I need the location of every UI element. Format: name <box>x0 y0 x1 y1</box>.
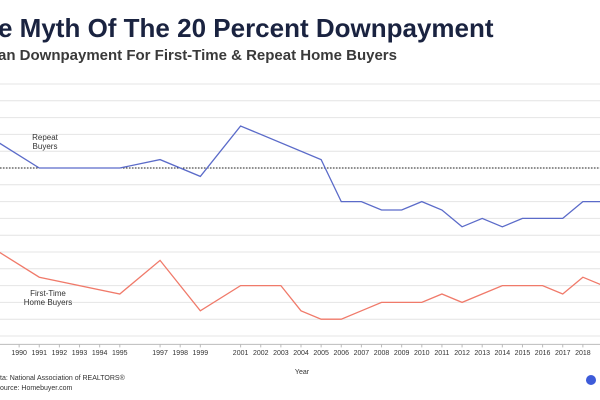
logo <box>586 375 596 385</box>
chart-title: e Myth Of The 20 Percent Downpayment <box>0 13 494 43</box>
x-tick-label: 2001 <box>233 350 249 357</box>
x-tick-label: 2014 <box>495 350 511 357</box>
x-tick-label: 2003 <box>273 350 289 357</box>
x-tick-label: 2011 <box>434 350 449 357</box>
source: ta: National Association of REALTORS® <box>0 374 126 382</box>
x-tick-label: 1998 <box>172 350 188 357</box>
x-tick-label: 2013 <box>474 350 490 357</box>
x-tick-label: 1992 <box>52 350 68 357</box>
series-line <box>0 125 600 228</box>
source: ource: Homebuyer.com <box>0 385 73 392</box>
x-tick-label: 2010 <box>414 350 430 357</box>
x-tick-label: 2007 <box>354 350 370 357</box>
x-tick-label: 2008 <box>374 350 390 357</box>
x-tick-label: 1995 <box>112 350 128 357</box>
x-tick-label: 2012 <box>454 350 470 357</box>
series-label: Buyers <box>33 142 58 151</box>
x-tick-label: 2006 <box>333 350 349 357</box>
x-tick-label: 1991 <box>31 350 47 357</box>
series-label: Repeat <box>32 133 59 142</box>
x-tick-label: 2004 <box>293 350 309 357</box>
x-tick-label: 2018 <box>575 350 591 357</box>
x-tick-label: 2015 <box>515 350 531 357</box>
x-tick-label: 1990 <box>11 350 27 357</box>
series-line <box>0 251 600 320</box>
x-tick-label: 1997 <box>152 350 168 357</box>
x-tick-label: 2016 <box>535 350 551 357</box>
chart-subtitle: an Downpayment For First-Time & Repeat H… <box>0 47 397 64</box>
x-tick-label: 2017 <box>555 350 571 357</box>
x-axis-label: Year <box>295 369 310 376</box>
series-label: First-Time <box>30 289 66 298</box>
x-tick-label: 1999 <box>193 350 209 357</box>
series-label: Home Buyers <box>24 298 72 307</box>
x-tick-label: 1993 <box>72 350 88 357</box>
x-tick-label: 1994 <box>92 350 108 357</box>
x-tick-label: 2009 <box>394 350 410 357</box>
x-tick-label: 2005 <box>313 350 329 357</box>
x-tick-label: 2002 <box>253 350 269 357</box>
